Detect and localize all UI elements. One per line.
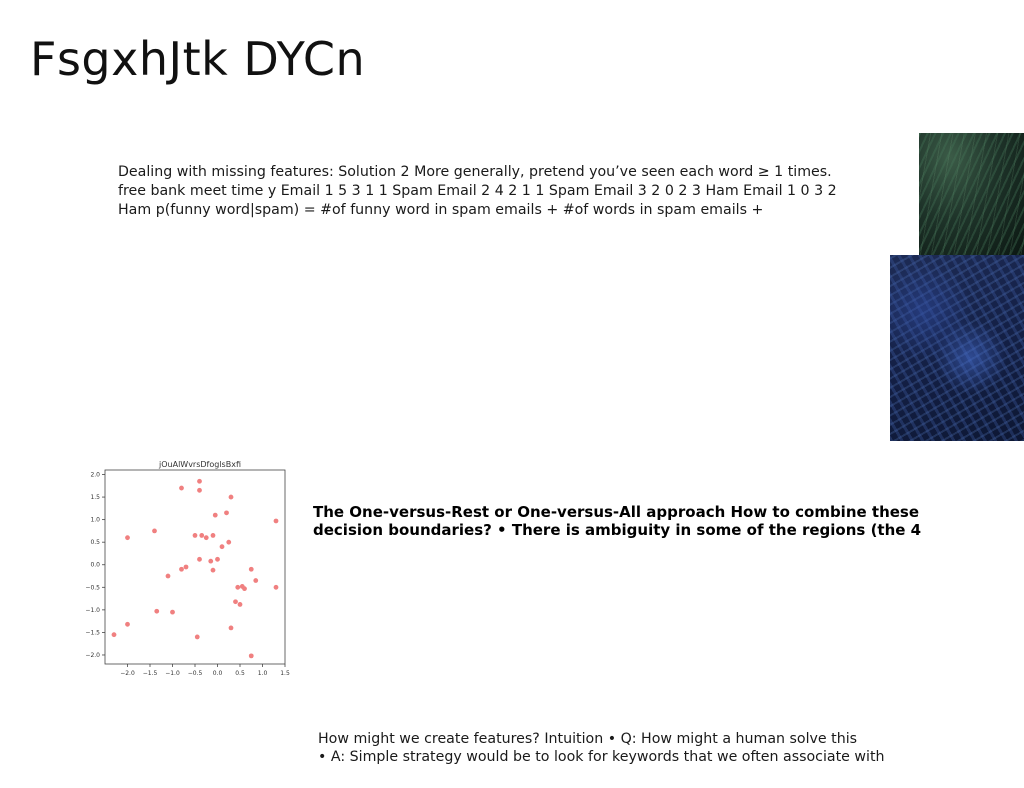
blue-texture-photo: [890, 255, 1024, 441]
scatter-point: [199, 533, 205, 538]
x-tick-label: −1.5: [143, 670, 158, 677]
x-tick-label: 0.5: [235, 670, 245, 677]
scatter-point: [228, 625, 234, 631]
scatter-point: [237, 602, 243, 607]
x-tick-label: −2.0: [120, 670, 135, 677]
features-intuition-paragraph: How might we create features? Intuition …: [318, 730, 958, 766]
slide-title: FsgxhJtk DYCn: [30, 32, 366, 86]
scatter-plot: jOuAlWvrsDfoglsBxfi −2.0 −1.5 −1.0 −0.5 0.0 0…: [80, 455, 295, 685]
x-tick-label: −0.5: [188, 670, 203, 677]
scatter-svg: jOuAlWvrsDfoglsBxfi −2.0 −1.5 −1.0 −0.5 0.0 0…: [85, 460, 290, 677]
features-intuition-line-1: How might we create features? Intuition …: [318, 731, 858, 747]
scatter-point: [226, 539, 232, 545]
scatter-point: [192, 533, 198, 538]
scatter-point: [224, 510, 229, 516]
scatter-point: [248, 653, 254, 659]
missing-features-paragraph: Dealing with missing features: Solution …: [118, 164, 837, 218]
scatter-point: [194, 634, 200, 640]
scatter-point: [233, 599, 238, 605]
data-points: [111, 478, 279, 659]
y-tick-label: −2.0: [85, 652, 100, 659]
scatter-point: [203, 535, 209, 541]
scatter-point: [154, 608, 160, 614]
plot-frame: [104, 469, 286, 665]
scatter-point: [183, 564, 189, 570]
chart-title: jOuAlWvrsDfoglsBxfi: [158, 460, 241, 469]
scatter-point: [111, 632, 117, 638]
scatter-point: [273, 584, 279, 590]
scatter-point: [210, 533, 216, 538]
scatter-point: [228, 494, 234, 500]
y-tick-label: 0.5: [90, 539, 100, 546]
y-tick-label: 2.0: [90, 472, 100, 479]
scatter-point: [210, 567, 216, 573]
scatter-point: [212, 512, 218, 518]
scatter-point: [273, 518, 279, 524]
foliage-photo: [919, 133, 1024, 255]
scatter-point: [248, 566, 254, 572]
y-tick-label: −1.5: [85, 629, 100, 636]
scatter-point: [125, 621, 130, 627]
y-tick-label: 0.0: [90, 562, 100, 569]
features-intuition-line-2: • A: Simple strategy would be to look fo…: [318, 749, 885, 765]
scatter-point: [197, 478, 202, 484]
scatter-point: [215, 556, 220, 562]
scatter-point: [165, 573, 171, 579]
scatter-point: [197, 487, 202, 493]
scatter-point: [152, 528, 157, 534]
one-vs-rest-paragraph: The One-versus-Rest or One-versus-All ap…: [313, 503, 922, 539]
scatter-point: [235, 584, 241, 590]
x-tick-label: 1.5: [280, 670, 290, 677]
x-tick-label: 0.0: [213, 670, 223, 677]
axis-ticks: −2.0 −1.5 −1.0 −0.5 0.0 0.5 1.0 1.5 2.0 1.5 1.0 0.5…: [85, 472, 290, 677]
scatter-point: [179, 566, 184, 572]
scatter-point: [208, 558, 214, 564]
scatter-point: [197, 556, 202, 562]
scatter-point: [242, 586, 247, 592]
y-tick-label: −0.5: [85, 584, 100, 591]
y-tick-label: 1.0: [90, 517, 100, 524]
scatter-point: [253, 578, 259, 583]
scatter-point: [170, 609, 175, 615]
x-tick-label: 1.0: [258, 670, 268, 677]
scatter-point: [219, 544, 225, 550]
y-tick-label: 1.5: [90, 494, 100, 501]
y-tick-label: −1.0: [85, 607, 100, 614]
scatter-point: [125, 535, 130, 541]
scatter-point: [179, 485, 184, 491]
x-tick-label: −1.0: [165, 670, 180, 677]
